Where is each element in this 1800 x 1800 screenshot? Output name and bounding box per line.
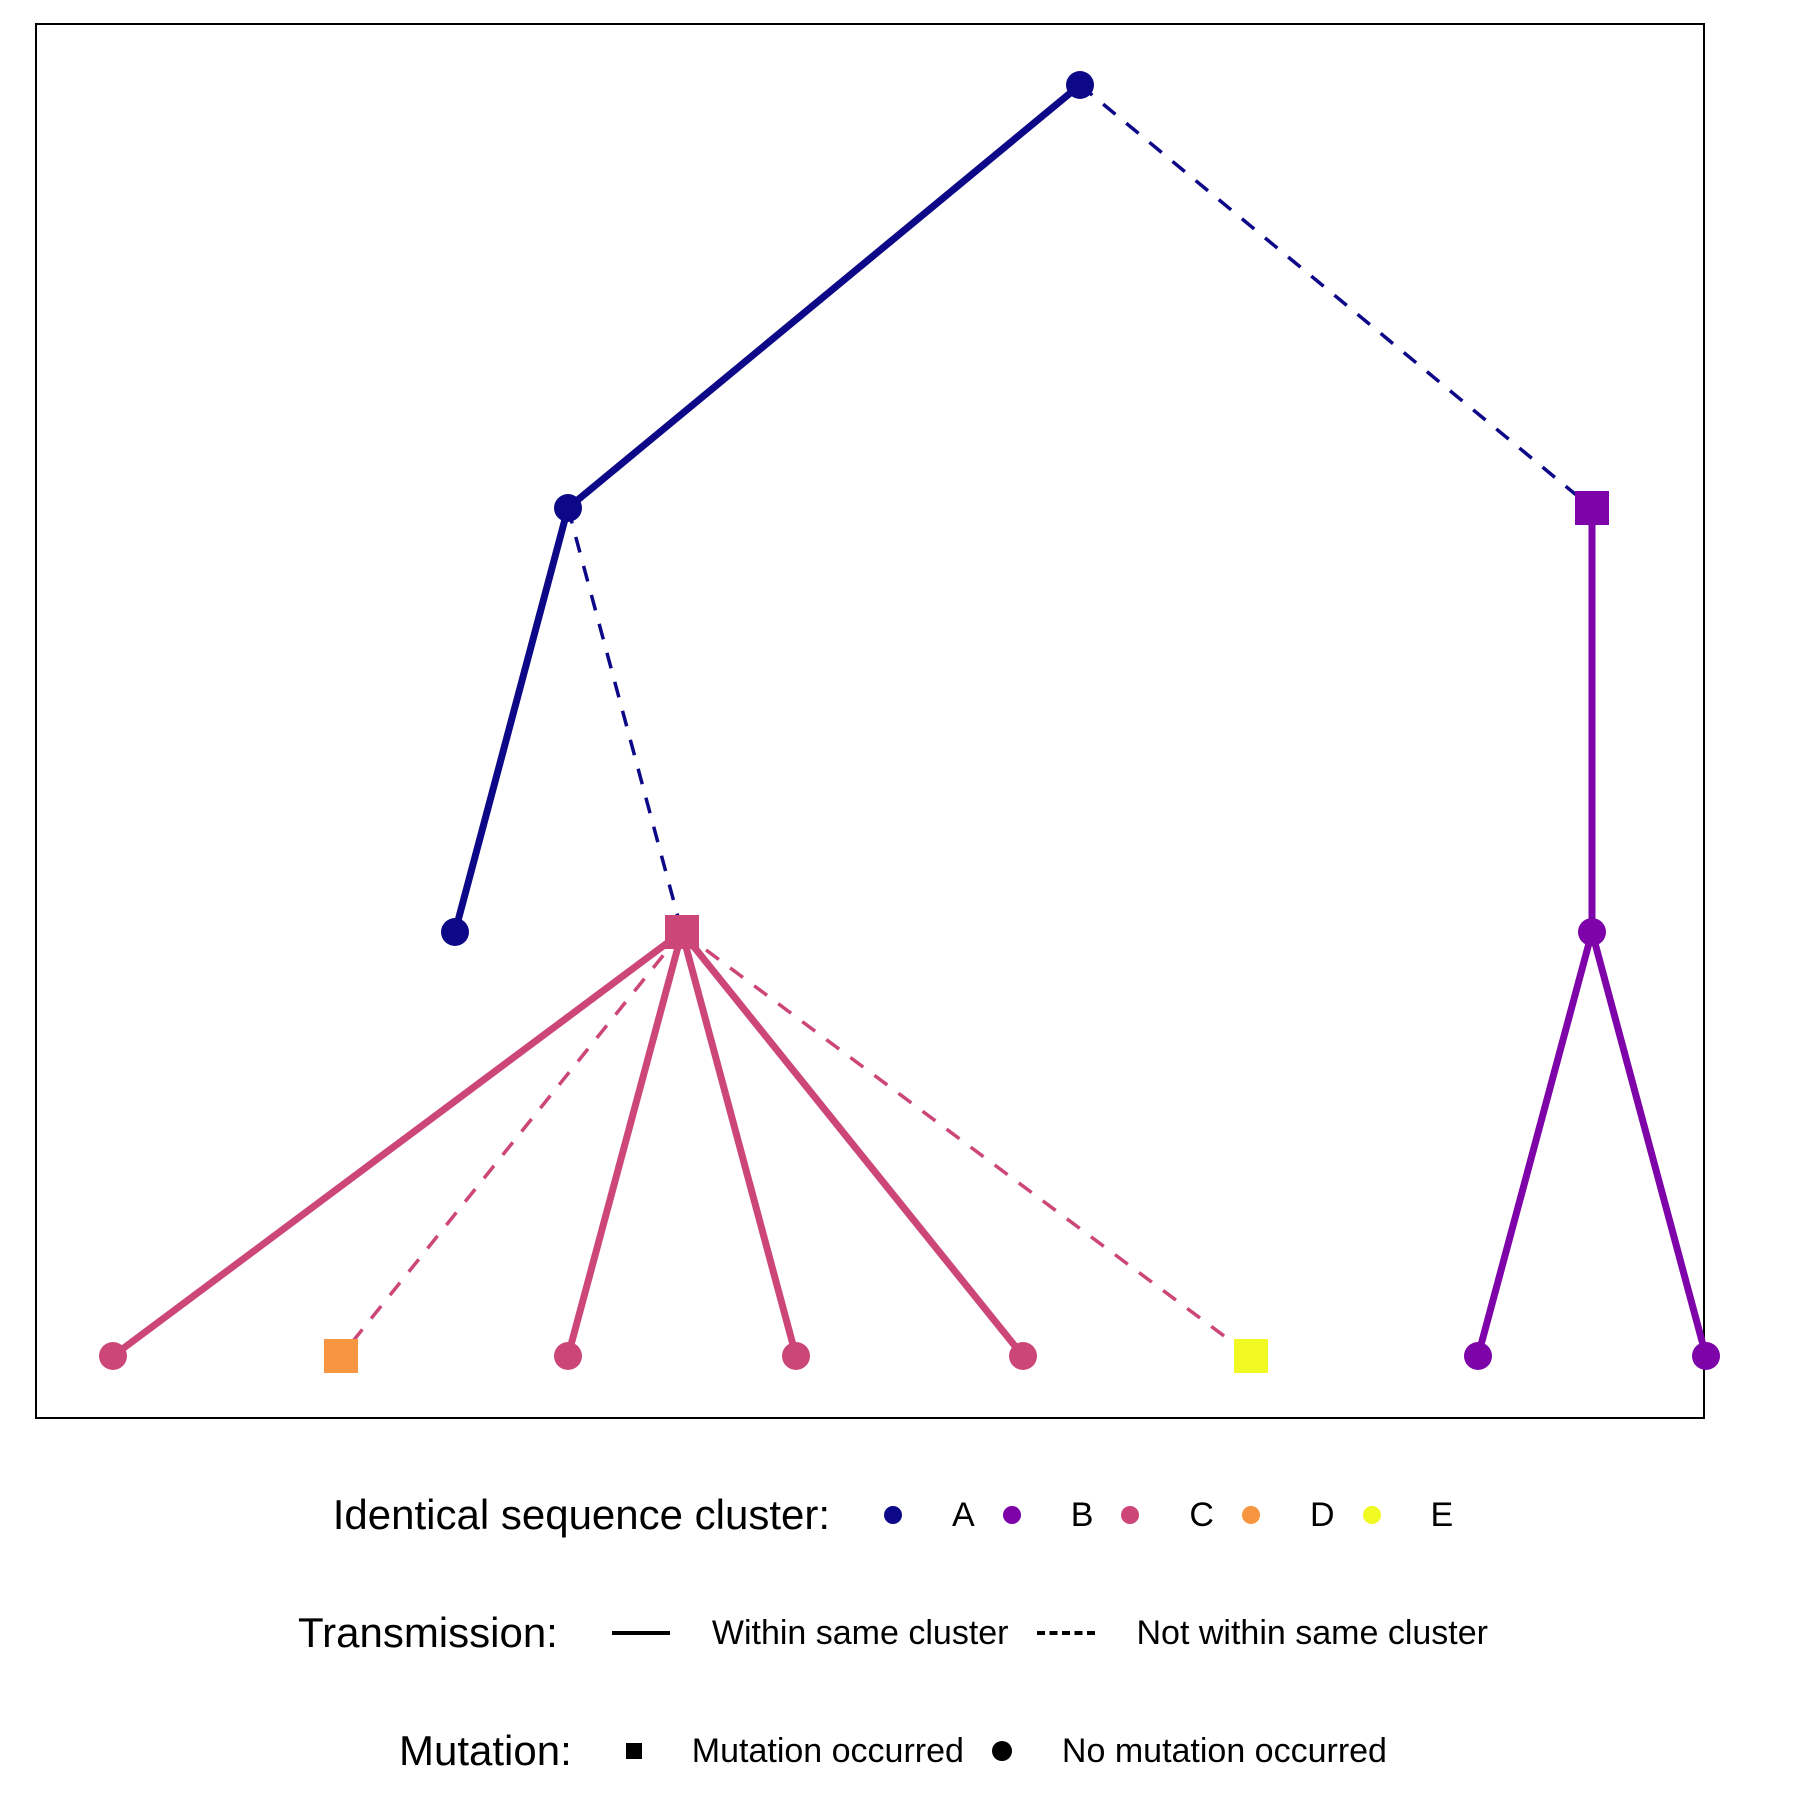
edge-n5-n8: [339, 930, 684, 1358]
node-n13: [1464, 1342, 1492, 1370]
legend-item-e: E: [1362, 1495, 1454, 1535]
legend-item-c: C: [1121, 1496, 1214, 1535]
edges-layer: [110, 82, 1710, 1359]
legend-circle-label: No mutation occurred: [1061, 1731, 1387, 1770]
legend-item-solid: Within same cluster: [611, 1613, 1009, 1653]
edge-n1-n3: [1078, 83, 1594, 510]
legend-item-c-label: C: [1189, 1495, 1214, 1534]
legend-dashed-label: Not within same cluster: [1136, 1613, 1488, 1652]
node-n4: [441, 918, 469, 946]
node-n14: [1692, 1342, 1720, 1370]
legend-item-dashed: Not within same cluster: [1036, 1613, 1488, 1653]
legend-item-a: A: [884, 1496, 975, 1535]
node-n7: [99, 1342, 127, 1370]
legend-item-e-label: E: [1430, 1495, 1454, 1534]
edge-n5-n10: [678, 931, 800, 1357]
node-n5: [665, 915, 699, 949]
node-n2: [554, 494, 582, 522]
solid-line-icon: [611, 1631, 670, 1635]
node-n11: [1009, 1342, 1037, 1370]
cluster-e-dot: [1362, 1506, 1381, 1524]
edge-n2-n4: [451, 507, 572, 933]
legend-item-a-label: A: [952, 1495, 975, 1534]
legend-item-d: D: [1241, 1495, 1335, 1535]
node-n12: [1234, 1339, 1268, 1373]
cluster-d-dot: [1241, 1506, 1260, 1524]
edge-n6-n14: [1588, 931, 1710, 1357]
legend-item-b: B: [1002, 1495, 1094, 1535]
square-icon: [625, 1743, 642, 1759]
edge-n2-n5: [566, 507, 684, 933]
cluster-a-dot: [884, 1506, 903, 1524]
legend-mutation-title: Mutation:: [399, 1727, 572, 1774]
edge-n5-n9: [564, 931, 686, 1357]
legend-cluster-title: Identical sequence cluster:: [332, 1491, 831, 1538]
node-n1: [1066, 71, 1094, 99]
cluster-c-dot: [1121, 1506, 1140, 1524]
node-n8: [324, 1339, 358, 1373]
dashed-line-icon: [1036, 1631, 1095, 1635]
node-n10: [782, 1342, 810, 1370]
edge-n5-n7: [110, 929, 685, 1359]
legend-transmission: Transmission: Within same cluster Not wi…: [0, 1608, 1800, 1658]
nodes-layer: [99, 71, 1720, 1373]
legend-solid-label: Within same cluster: [711, 1613, 1009, 1652]
legend-item-d-label: D: [1309, 1495, 1335, 1534]
edge-n1-n2: [565, 82, 1083, 511]
legend-mutation: Mutation: Mutation occurred No mutation …: [0, 1726, 1800, 1776]
edge-n6-n13: [1474, 931, 1596, 1357]
cluster-b-dot: [1002, 1506, 1021, 1524]
edge-n5-n11: [679, 929, 1026, 1359]
legend-square-label: Mutation occurred: [691, 1731, 964, 1770]
legend-item-circle: No mutation occurred: [991, 1731, 1387, 1771]
legend-item-square: Mutation occurred: [625, 1731, 964, 1771]
legend-cluster: Identical sequence cluster: A B C D E: [0, 1490, 1800, 1540]
plot-panel-border: [35, 23, 1705, 1419]
legend-transmission-title: Transmission:: [298, 1609, 558, 1656]
node-n3: [1575, 491, 1609, 525]
node-n9: [554, 1342, 582, 1370]
circle-icon: [991, 1741, 1012, 1761]
edge-n5-n12: [680, 930, 1253, 1358]
legend-item-b-label: B: [1070, 1495, 1094, 1534]
node-n6: [1578, 918, 1606, 946]
